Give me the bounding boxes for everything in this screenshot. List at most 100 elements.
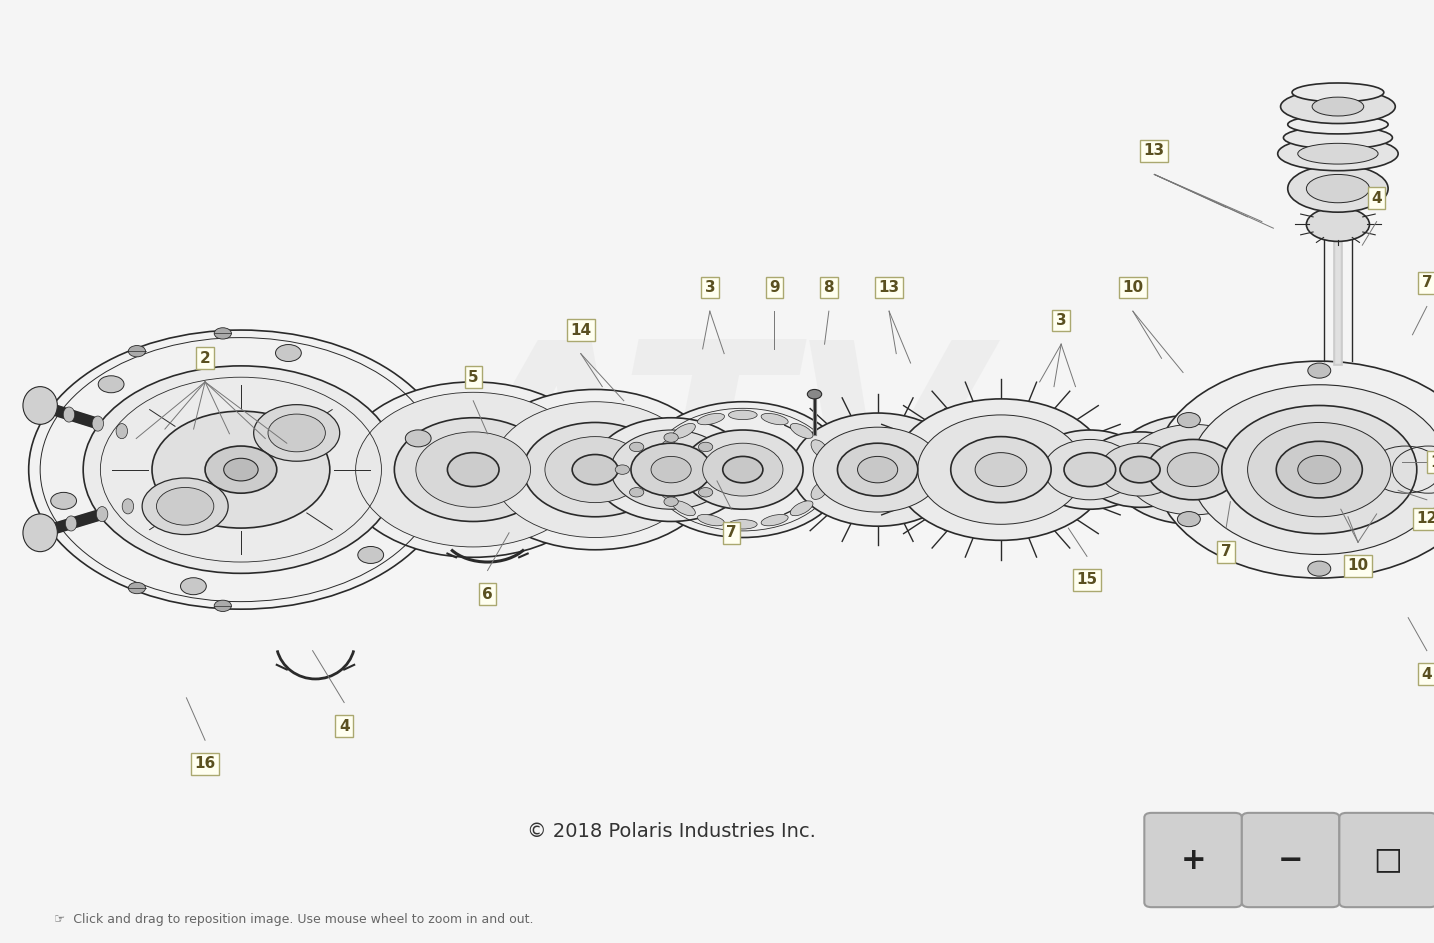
Ellipse shape — [34, 525, 46, 540]
Circle shape — [630, 488, 644, 497]
Ellipse shape — [122, 499, 133, 514]
Ellipse shape — [23, 514, 57, 552]
Text: 8: 8 — [823, 280, 835, 295]
Circle shape — [129, 345, 146, 356]
Circle shape — [683, 430, 803, 509]
Text: 13: 13 — [1144, 143, 1164, 158]
Ellipse shape — [812, 439, 829, 457]
Circle shape — [1044, 439, 1136, 500]
Circle shape — [214, 600, 231, 611]
Circle shape — [630, 442, 644, 452]
Circle shape — [358, 547, 384, 564]
Circle shape — [1110, 415, 1276, 524]
Circle shape — [572, 455, 618, 485]
Circle shape — [156, 488, 214, 525]
Text: □: □ — [1374, 846, 1402, 874]
Ellipse shape — [657, 482, 674, 500]
Circle shape — [713, 465, 727, 474]
Text: 13: 13 — [879, 280, 899, 295]
Circle shape — [651, 456, 691, 483]
Ellipse shape — [1288, 115, 1388, 134]
Circle shape — [664, 497, 678, 506]
Circle shape — [807, 389, 822, 399]
Text: 6: 6 — [482, 587, 493, 602]
Circle shape — [1222, 405, 1417, 534]
Text: 12: 12 — [1417, 511, 1434, 526]
Circle shape — [1177, 511, 1200, 526]
Circle shape — [664, 433, 678, 442]
Text: 2: 2 — [199, 351, 211, 366]
Circle shape — [275, 344, 301, 361]
Circle shape — [1064, 453, 1116, 487]
Circle shape — [142, 478, 228, 535]
Ellipse shape — [819, 460, 833, 479]
Ellipse shape — [697, 515, 724, 526]
Text: 14: 14 — [571, 323, 591, 338]
Circle shape — [492, 402, 698, 538]
Ellipse shape — [790, 501, 813, 516]
Circle shape — [447, 453, 499, 487]
Text: ☞  Click and drag to reposition image. Use mouse wheel to zoom in and out.: ☞ Click and drag to reposition image. Us… — [54, 913, 533, 926]
Text: © 2018 Polaris Industries Inc.: © 2018 Polaris Industries Inc. — [526, 822, 816, 841]
Circle shape — [592, 418, 750, 521]
Circle shape — [611, 430, 731, 509]
Ellipse shape — [697, 413, 724, 424]
Circle shape — [813, 427, 942, 512]
Ellipse shape — [657, 439, 674, 457]
Circle shape — [29, 330, 453, 609]
Circle shape — [951, 437, 1051, 503]
Circle shape — [1147, 439, 1239, 500]
Circle shape — [128, 583, 145, 594]
Circle shape — [1167, 453, 1219, 487]
Circle shape — [975, 453, 1027, 487]
Text: 4: 4 — [1421, 667, 1433, 682]
Circle shape — [545, 437, 645, 503]
FancyBboxPatch shape — [1144, 813, 1242, 907]
Circle shape — [615, 465, 630, 474]
Circle shape — [1124, 424, 1262, 515]
Circle shape — [181, 578, 206, 595]
Ellipse shape — [1306, 207, 1369, 241]
Ellipse shape — [116, 423, 128, 438]
Ellipse shape — [63, 407, 75, 422]
Circle shape — [1308, 363, 1331, 378]
Circle shape — [1120, 456, 1160, 483]
Ellipse shape — [23, 387, 57, 424]
Circle shape — [98, 375, 123, 392]
Text: 7: 7 — [1220, 544, 1232, 559]
Text: 11: 11 — [1431, 455, 1434, 470]
Circle shape — [1100, 443, 1180, 496]
Circle shape — [1190, 385, 1434, 554]
Text: 4: 4 — [338, 719, 350, 734]
Text: +: + — [1180, 846, 1206, 874]
Circle shape — [723, 456, 763, 483]
Ellipse shape — [1278, 137, 1398, 171]
Ellipse shape — [761, 515, 789, 526]
Ellipse shape — [1288, 165, 1388, 212]
Text: 7: 7 — [726, 525, 737, 540]
Text: 7: 7 — [1421, 275, 1433, 290]
Circle shape — [83, 366, 399, 573]
Circle shape — [640, 402, 846, 538]
Circle shape — [837, 443, 918, 496]
Text: −: − — [1278, 846, 1304, 874]
Text: 3: 3 — [704, 280, 716, 295]
Circle shape — [1177, 413, 1200, 427]
Text: 3: 3 — [1055, 313, 1067, 328]
Circle shape — [473, 389, 717, 550]
Circle shape — [340, 382, 607, 557]
Circle shape — [50, 492, 76, 509]
Circle shape — [1083, 432, 1197, 507]
Text: 16: 16 — [195, 756, 215, 771]
Circle shape — [152, 411, 330, 528]
Ellipse shape — [673, 501, 695, 516]
Text: 9: 9 — [769, 280, 780, 295]
Circle shape — [1248, 422, 1391, 517]
Ellipse shape — [1283, 126, 1392, 149]
Circle shape — [523, 422, 667, 517]
Circle shape — [703, 443, 783, 496]
Circle shape — [205, 446, 277, 493]
Text: 4: 4 — [1371, 190, 1382, 206]
Ellipse shape — [1292, 83, 1384, 102]
Circle shape — [698, 488, 713, 497]
